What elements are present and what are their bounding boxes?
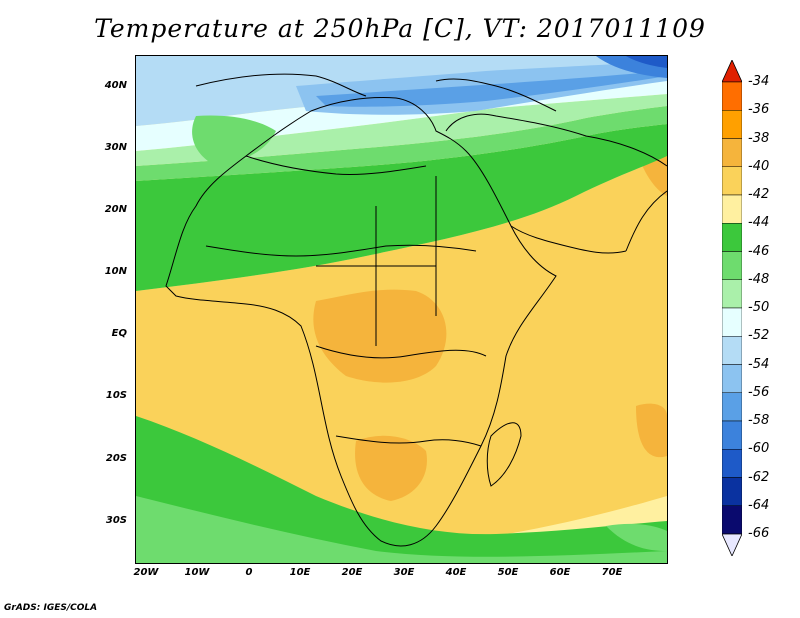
colorbar-label: -66 [748,526,770,541]
grads-credit: GrADS: IGES/COLA [4,603,98,613]
lon-label-20e: 20E [341,567,363,578]
colorbar-label: -54 [748,356,770,372]
europe-coastline [195,73,367,97]
lon-label-50e: 50E [497,567,519,578]
colorbar-label: -60 [748,441,770,457]
colorbar-cell [722,449,742,478]
border-sahara [245,155,427,175]
colorbar-cell [722,477,742,506]
field-band-minus40-central [313,289,447,383]
lat-label-30s: 30S [105,515,127,526]
turkey-coastline [435,78,557,112]
map-panel[interactable] [135,55,668,564]
colorbar-cell [722,194,742,224]
field-band-minus48-se [606,523,667,551]
lon-label-10w: 10W [184,567,210,578]
colorbar-cell [722,81,742,111]
colorbar-cell [722,223,742,252]
colorbar-label: -64 [748,497,770,513]
field-band-minus40-south [355,435,427,501]
colorbar-label: -62 [748,469,770,485]
lon-label-60e: 60E [549,567,571,578]
colorbar-label: -38 [748,130,770,146]
lon-label-20w: 20W [133,567,159,578]
lon-label-10e: 10E [289,567,311,578]
lat-label-40n: 40N [104,80,127,91]
colorbar-label: -48 [748,271,770,287]
middle-east-coastline [445,113,667,167]
colorbar-label: -46 [748,243,770,259]
map-title: Temperature at 250hPa [C], VT: 201701110… [94,14,706,43]
madagascar-coastline [486,422,522,487]
colorbar-cell [722,166,742,196]
colorbar-cell [722,307,742,337]
colorbar-label: -52 [748,328,770,344]
africa-coastline [165,97,557,547]
colorbar-cell [722,110,742,139]
colorbar-label: -34 [748,74,770,89]
colorbar-label: -50 [748,300,770,315]
arabian-coastline [510,225,627,254]
field-band-minus50 [136,94,667,166]
colorbar-cell [722,420,742,450]
lat-label-eq: EQ [111,328,127,339]
border-sahel [205,244,477,257]
colorbar [722,60,742,556]
lat-label-20s: 20S [105,453,127,464]
colorbar-cell [722,279,742,309]
field-band-minus40-east [636,403,667,458]
field-band-minus46-north [136,124,667,291]
temperature-field [136,56,667,563]
colorbar-label: -36 [748,102,770,118]
lat-label-20n: 20N [104,204,127,215]
colorbar-cell [722,392,742,422]
border-internal [316,176,437,346]
colorbar-top-triangle [722,60,742,83]
coastlines [165,73,667,547]
field-band-minus48-south [136,496,667,563]
lon-label-70e: 70E [601,567,623,578]
border-central [315,345,487,359]
colorbar-label: -44 [748,215,770,231]
field-band-minus58 [316,71,667,107]
colorbar-label: -42 [748,187,770,202]
colorbar-cell [722,336,742,365]
field-band-minus62 [626,56,667,68]
field-band-minus48-west [192,115,276,166]
colorbar-cell [722,138,742,167]
lon-label-40e: 40E [445,567,467,578]
colorbar-label: -58 [748,413,770,428]
india-coastline [625,190,667,252]
colorbar-label: -40 [748,158,770,174]
lon-label-30e: 30E [393,567,415,578]
colorbar-bottom-triangle [722,533,742,556]
lon-label-0: 0 [245,567,253,578]
colorbar-cell [722,364,742,393]
colorbar-cell [722,251,742,280]
field-band-minus46-south [136,416,667,563]
lat-label-10s: 10S [105,390,127,401]
colorbar-label: -56 [748,384,770,400]
lat-label-10n: 10N [104,266,127,277]
lat-label-30n: 30N [104,142,127,153]
border-southern [335,435,482,447]
colorbar-cell [722,505,742,535]
